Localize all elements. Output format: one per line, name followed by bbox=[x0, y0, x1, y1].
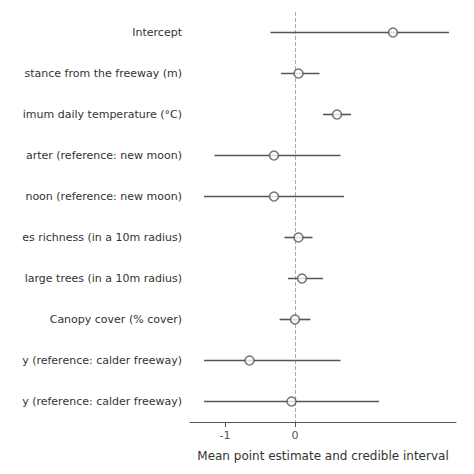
svg-text:-1: -1 bbox=[220, 429, 231, 442]
svg-text:large trees (in a 10m radius): large trees (in a 10m radius) bbox=[25, 272, 182, 285]
svg-text:imum daily temperature (°C): imum daily temperature (°C) bbox=[23, 108, 182, 121]
svg-text:0: 0 bbox=[292, 429, 299, 442]
svg-text:arter (reference: new moon): arter (reference: new moon) bbox=[26, 149, 182, 162]
svg-text:Intercept: Intercept bbox=[132, 26, 182, 39]
svg-text:Mean point estimate and credib: Mean point estimate and credible interva… bbox=[197, 449, 448, 463]
svg-text:Canopy cover (% cover): Canopy cover (% cover) bbox=[50, 313, 182, 326]
svg-text:stance from the freeway (m): stance from the freeway (m) bbox=[25, 67, 182, 80]
svg-text:y (reference: calder freeway): y (reference: calder freeway) bbox=[22, 395, 182, 408]
svg-text:noon (reference: new moon): noon (reference: new moon) bbox=[25, 190, 182, 203]
svg-text:es richness (in a 10m radius): es richness (in a 10m radius) bbox=[22, 231, 182, 244]
svg-text:y (reference: calder freeway): y (reference: calder freeway) bbox=[22, 354, 182, 367]
